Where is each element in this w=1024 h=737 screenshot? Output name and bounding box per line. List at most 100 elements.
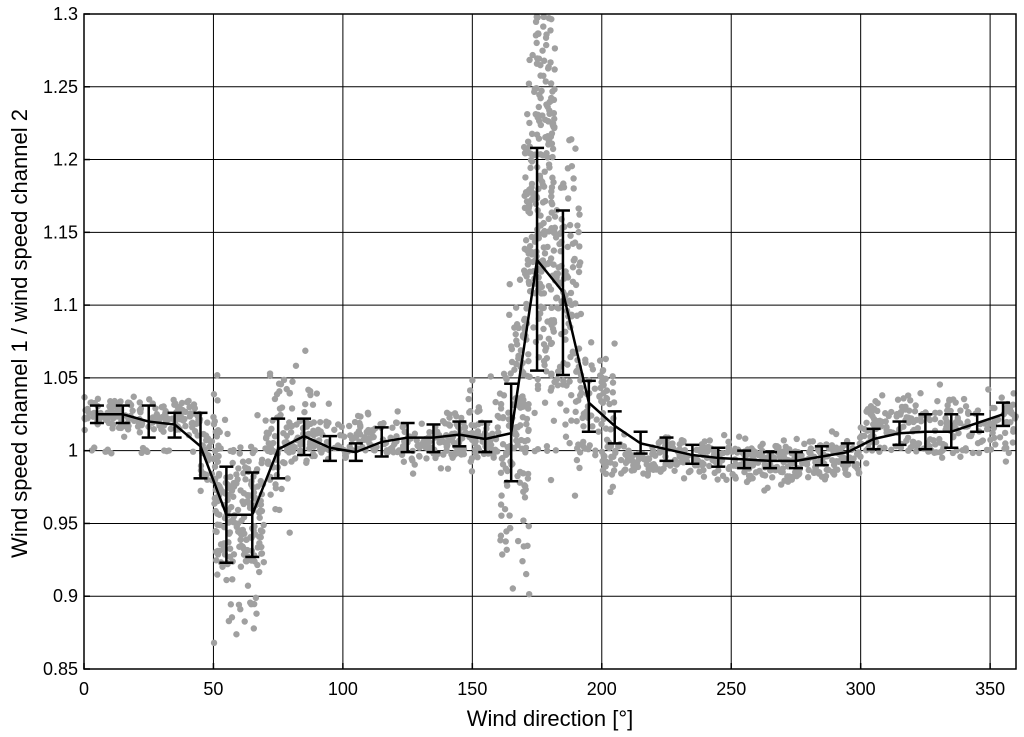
- scatter-point: [502, 538, 509, 545]
- scatter-point: [144, 448, 151, 456]
- scatter-point: [155, 416, 162, 423]
- scatter-point: [212, 548, 220, 556]
- scatter-point: [258, 456, 266, 463]
- scatter-point: [416, 453, 423, 460]
- scatter-point: [582, 359, 589, 366]
- scatter-point: [506, 311, 513, 319]
- scatter-point: [268, 425, 275, 433]
- scatter-point: [575, 228, 582, 236]
- scatter-point: [516, 479, 524, 486]
- scatter-point: [898, 403, 906, 411]
- scatter-point: [393, 419, 401, 427]
- scatter-point: [538, 178, 546, 185]
- y-tick-label: 1.1: [53, 295, 78, 315]
- scatter-point: [90, 413, 97, 420]
- scatter-point: [210, 413, 217, 421]
- scatter-point: [227, 447, 234, 455]
- scatter-point: [838, 444, 846, 451]
- scatter-point: [563, 407, 570, 414]
- scatter-point: [458, 414, 465, 422]
- scatter-point: [531, 409, 538, 417]
- y-tick-label: 1.2: [53, 150, 78, 170]
- scatter-point: [926, 436, 934, 443]
- scatter-point: [208, 438, 216, 445]
- scatter-point: [237, 444, 244, 451]
- scatter-point: [932, 409, 939, 416]
- scatter-point: [525, 357, 532, 365]
- scatter-point: [160, 428, 167, 435]
- scatter-point: [742, 435, 749, 442]
- scatter-point: [370, 433, 377, 441]
- scatter-point: [700, 473, 708, 480]
- scatter-point: [399, 423, 406, 431]
- scatter-point: [608, 471, 616, 478]
- scatter-point: [272, 481, 279, 488]
- scatter-point: [267, 491, 274, 498]
- scatter-point: [365, 411, 372, 418]
- scatter-point: [566, 439, 573, 447]
- scatter-point: [233, 471, 240, 478]
- scatter-point: [573, 445, 581, 452]
- scatter-point: [520, 470, 527, 477]
- scatter-point: [939, 447, 946, 454]
- scatter-point: [272, 505, 279, 513]
- scatter-point: [934, 397, 941, 405]
- scatter-point: [540, 13, 547, 21]
- scatter-point: [217, 541, 225, 548]
- scatter-point: [545, 215, 552, 223]
- scatter-point: [572, 145, 579, 152]
- scatter-point: [497, 405, 505, 412]
- scatter-point: [549, 145, 557, 153]
- scatter-point: [552, 447, 560, 454]
- scatter-point: [595, 428, 602, 435]
- x-tick-label: 350: [975, 679, 1005, 699]
- scatter-point: [167, 425, 175, 433]
- scatter-point: [624, 456, 631, 463]
- scatter-point: [671, 460, 679, 467]
- scatter-point: [548, 199, 555, 206]
- scatter-point: [573, 456, 581, 464]
- scatter-point: [228, 614, 236, 621]
- scatter-point: [521, 401, 529, 409]
- scatter-point: [575, 268, 583, 276]
- scatter-point: [986, 420, 993, 427]
- scatter-point: [288, 458, 295, 465]
- scatter-point: [540, 183, 548, 190]
- scatter-point: [536, 334, 544, 341]
- scatter-point: [331, 426, 338, 433]
- scatter-point: [153, 411, 161, 418]
- scatter-point: [520, 488, 527, 495]
- scatter-point: [569, 264, 577, 271]
- scatter-point: [863, 419, 870, 426]
- scatter-point: [307, 420, 314, 428]
- scatter-point: [547, 387, 554, 394]
- scatter-point: [302, 347, 309, 354]
- scatter-point: [835, 458, 842, 465]
- scatter-point: [285, 449, 293, 456]
- scatter-point: [829, 457, 836, 464]
- scatter-point: [870, 421, 877, 428]
- scatter-point: [453, 413, 460, 420]
- scatter-point: [88, 447, 96, 454]
- scatter-point: [500, 392, 508, 399]
- scatter-point: [522, 237, 530, 244]
- scatter-point: [559, 381, 567, 388]
- scatter-point: [957, 407, 964, 414]
- scatter-point: [130, 417, 138, 425]
- scatter-point: [609, 483, 617, 490]
- scatter-point: [548, 371, 555, 379]
- scatter-point: [568, 391, 575, 399]
- scatter-point: [494, 424, 501, 431]
- scatter-point: [214, 458, 222, 465]
- scatter-point: [244, 582, 252, 589]
- scatter-point: [566, 137, 573, 144]
- scatter-point: [243, 536, 250, 543]
- scatter-point: [158, 403, 165, 411]
- scatter-point: [570, 185, 577, 192]
- scatter-point: [780, 452, 787, 460]
- scatter-point: [550, 247, 558, 254]
- scatter-point: [490, 452, 497, 459]
- scatter-point: [602, 355, 609, 363]
- mean-line-group: [96, 258, 1004, 516]
- scatter-point: [540, 325, 547, 333]
